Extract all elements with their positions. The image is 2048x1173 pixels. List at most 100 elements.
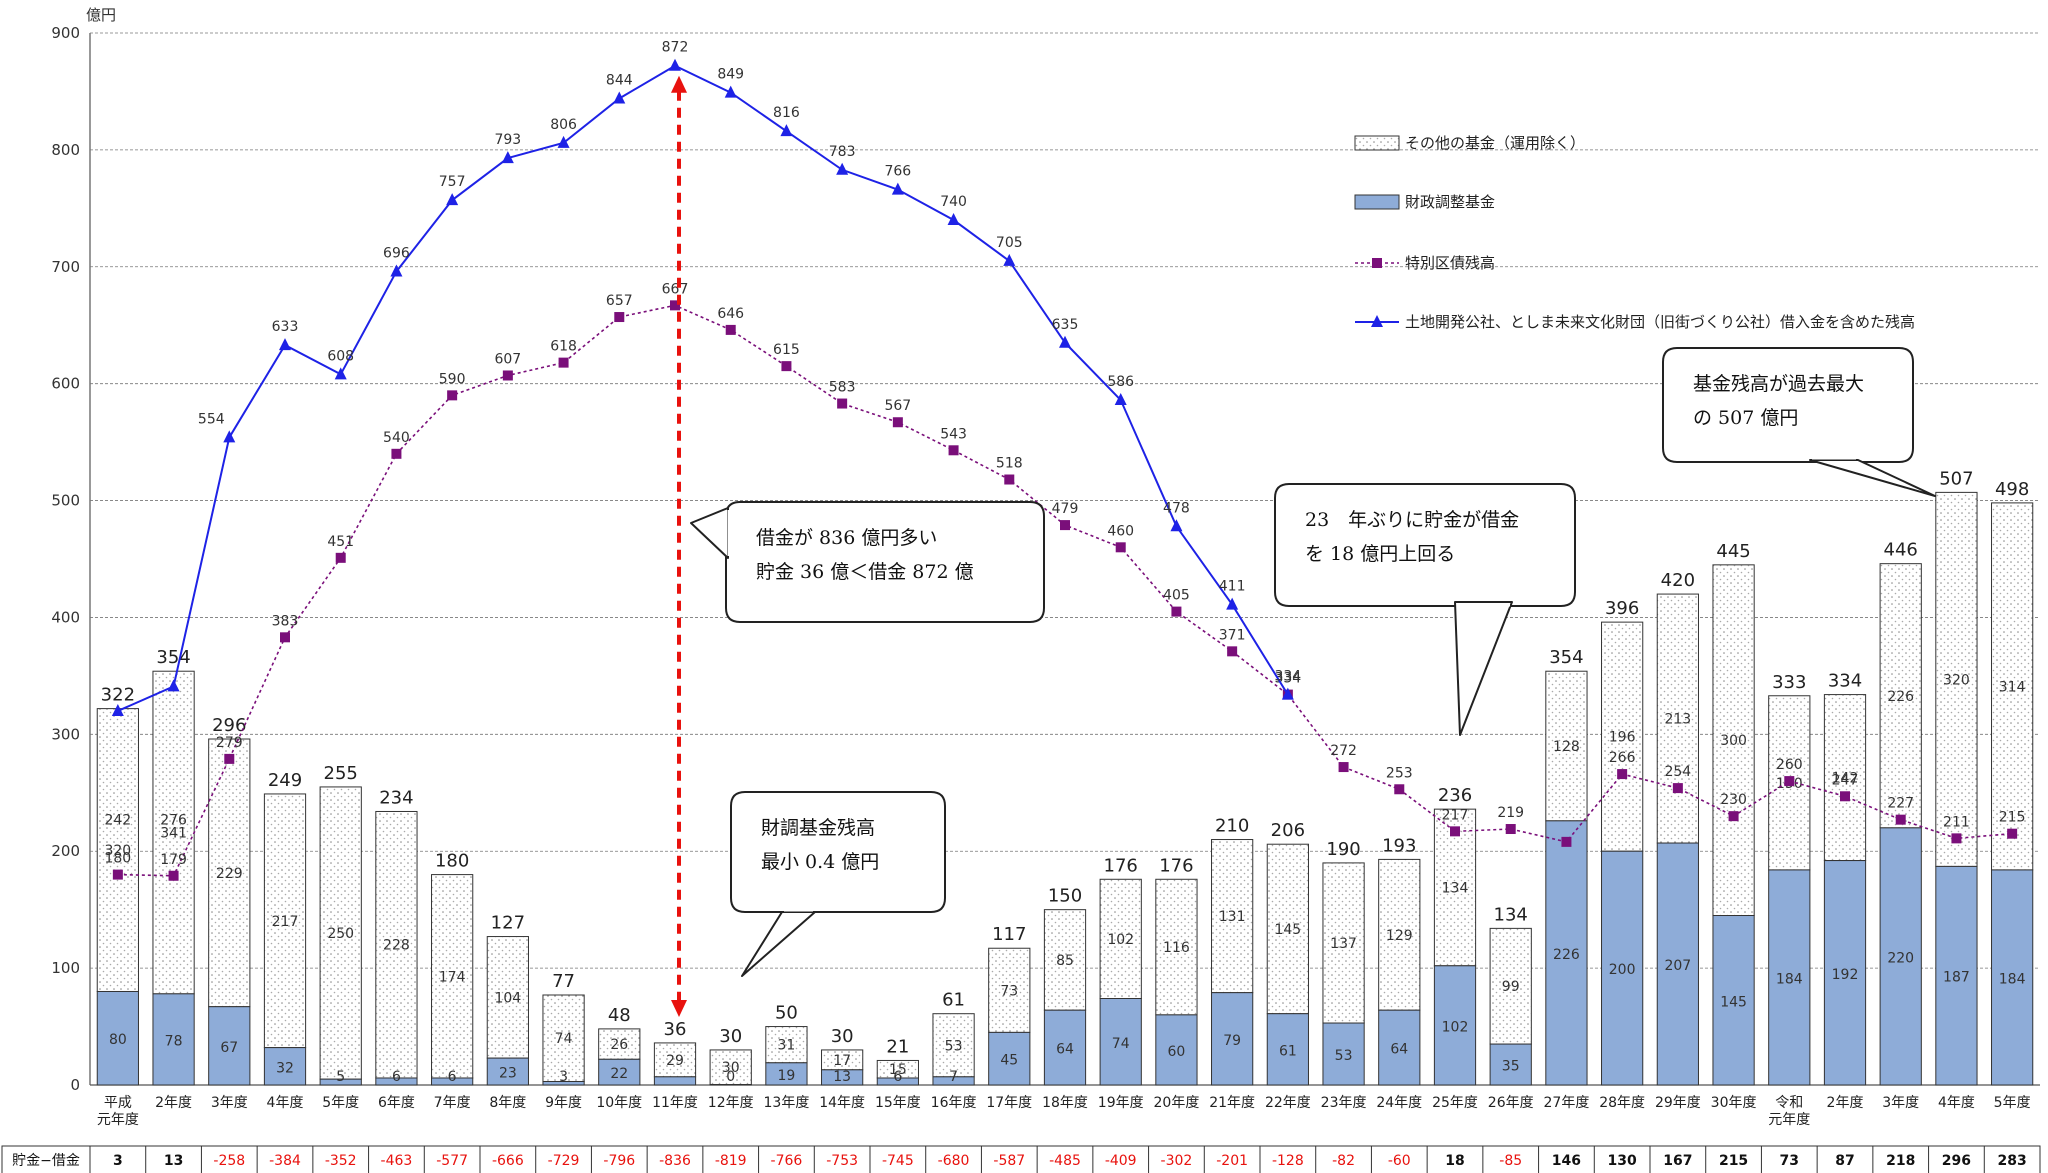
x-tick-label: 元年度 [97, 1112, 139, 1128]
other-fund-label: 142 [1832, 771, 1859, 787]
other-fund-label: 250 [327, 926, 354, 942]
total-debt-line [117, 64, 1289, 712]
bar-total-label: 180 [435, 851, 469, 872]
balance-table: 貯金−借金 3 13 -258 -384 -352 -463 -577 -666 -729 -796… [1, 1145, 2041, 1173]
bar-fiscal-fund [1601, 850, 1644, 1086]
total-debt-point [947, 213, 960, 226]
x-tick-label: 20年度 [1154, 1095, 1200, 1111]
bar-total-label: 354 [156, 647, 190, 668]
bar-total-label: 420 [1661, 570, 1695, 591]
bar-other-funds [375, 810, 418, 1079]
y-tick-label: 600 [51, 375, 80, 393]
x-tick-label: 23年度 [1321, 1095, 1367, 1111]
bar-other-funds [1211, 839, 1254, 994]
bar-fiscal-fund [876, 1077, 919, 1086]
total-debt-point [501, 151, 514, 164]
bond-balance-point [224, 753, 235, 764]
x-tick-label: 19年度 [1098, 1095, 1144, 1111]
total-debt-point [167, 679, 180, 692]
total-debt-label: 411 [1219, 579, 1246, 595]
bar-other-funds [1322, 862, 1365, 1024]
table-frame [1, 1145, 2041, 1173]
bar-other-funds [653, 1042, 697, 1078]
bar-total-label: 507 [1939, 468, 1973, 489]
other-fund-label: 228 [383, 938, 410, 954]
bond-balance-point [1394, 784, 1405, 795]
table-cell: -82 [1332, 1153, 1355, 1169]
legend-marker-debt [1371, 315, 1383, 327]
bond-balance-label: 253 [1386, 765, 1413, 781]
bond-balance-point [502, 370, 513, 381]
other-fund-label: 74 [555, 1031, 573, 1047]
fiscal-fund-label: 23 [499, 1066, 517, 1082]
other-fund-label: 134 [1442, 880, 1469, 896]
x-tick-label: 22年度 [1265, 1095, 1311, 1111]
bond-balance-point [1227, 646, 1238, 657]
total-debt-point [1003, 253, 1016, 266]
bond-balance-label: 583 [829, 380, 856, 396]
fiscal-fund-label: 184 [1999, 971, 2026, 987]
table-cell: -680 [938, 1153, 970, 1169]
other-fund-label: 31 [778, 1038, 796, 1054]
bond-balance-point [725, 324, 736, 335]
x-tick-label: 8年度 [489, 1095, 526, 1111]
bar-total-label: 354 [1549, 647, 1583, 668]
total-debt-label: 586 [1107, 374, 1134, 390]
bond-balance-point [1728, 811, 1739, 822]
other-fund-label: 99 [1502, 979, 1520, 995]
y-tick-label: 500 [51, 492, 80, 510]
x-tick-label: 12年度 [708, 1095, 754, 1111]
x-tick-label: 2年度 [1827, 1095, 1864, 1111]
bar-total-label: 445 [1716, 541, 1750, 562]
fiscal-fund-label: 3 [559, 1069, 568, 1085]
table-cell: -753 [826, 1153, 858, 1169]
bar-fiscal-fund [486, 1057, 529, 1086]
fiscal-fund-label: 192 [1832, 967, 1859, 983]
fiscal-fund-label: 200 [1609, 962, 1636, 978]
bar-fiscal-fund [932, 1076, 975, 1086]
bar-fiscal-fund [1211, 992, 1254, 1086]
fiscal-fund-label: 7 [949, 1069, 958, 1085]
fiscal-fund-label: 13 [833, 1069, 851, 1085]
fiscal-fund-label: 19 [778, 1068, 796, 1084]
table-cell: -587 [993, 1153, 1025, 1169]
total-debt-point [557, 135, 570, 148]
bar-total-label: 61 [942, 990, 965, 1011]
y-tick-label: 900 [51, 24, 80, 42]
legend-label: 財政調整基金 [1405, 193, 1495, 211]
table-header: 貯金−借金 [12, 1153, 80, 1169]
bar-fiscal-fund [1266, 1013, 1309, 1086]
bar-other-funds [1656, 593, 1699, 844]
legend: その他の基金（運用除く） 財政調整基金特別区債残高土地開発公社、としま未来文化財団… [1354, 134, 1915, 331]
legend-label: その他の基金（運用除く） [1405, 134, 1585, 152]
other-fund-label: 29 [666, 1053, 684, 1069]
total-debt-label: 635 [1052, 317, 1079, 333]
other-fund-label: 30 [722, 1060, 740, 1076]
total-debt-point [613, 91, 626, 104]
fiscal-fund-label: 74 [1112, 1036, 1130, 1052]
other-fund-label: 213 [1664, 712, 1691, 728]
total-debt-label: 783 [829, 144, 856, 160]
fiscal-fund-label: 32 [276, 1060, 294, 1076]
bar-other-funds [988, 947, 1031, 1033]
bar-total-label: 234 [379, 787, 413, 808]
bar-fiscal-fund [319, 1078, 362, 1086]
other-fund-label: 320 [104, 843, 131, 859]
fiscal-fund-label: 22 [610, 1066, 628, 1082]
table-cell: 296 [1942, 1153, 1971, 1169]
bond-balance-label: 215 [1999, 810, 2026, 826]
table-cell: -666 [492, 1153, 524, 1169]
bar-other-funds [1879, 563, 1922, 829]
bond-balance-label: 230 [1720, 792, 1747, 808]
fiscal-fund-label: 6 [448, 1069, 457, 1085]
x-tick-label: 2年度 [155, 1095, 192, 1111]
fiscal-fund-label: 220 [1887, 950, 1914, 966]
table-cell: -485 [1049, 1153, 1081, 1169]
fiscal-fund-label: 6 [392, 1069, 401, 1085]
fiscal-fund-label: 187 [1943, 970, 1970, 986]
y-tick-label: 400 [51, 608, 80, 626]
